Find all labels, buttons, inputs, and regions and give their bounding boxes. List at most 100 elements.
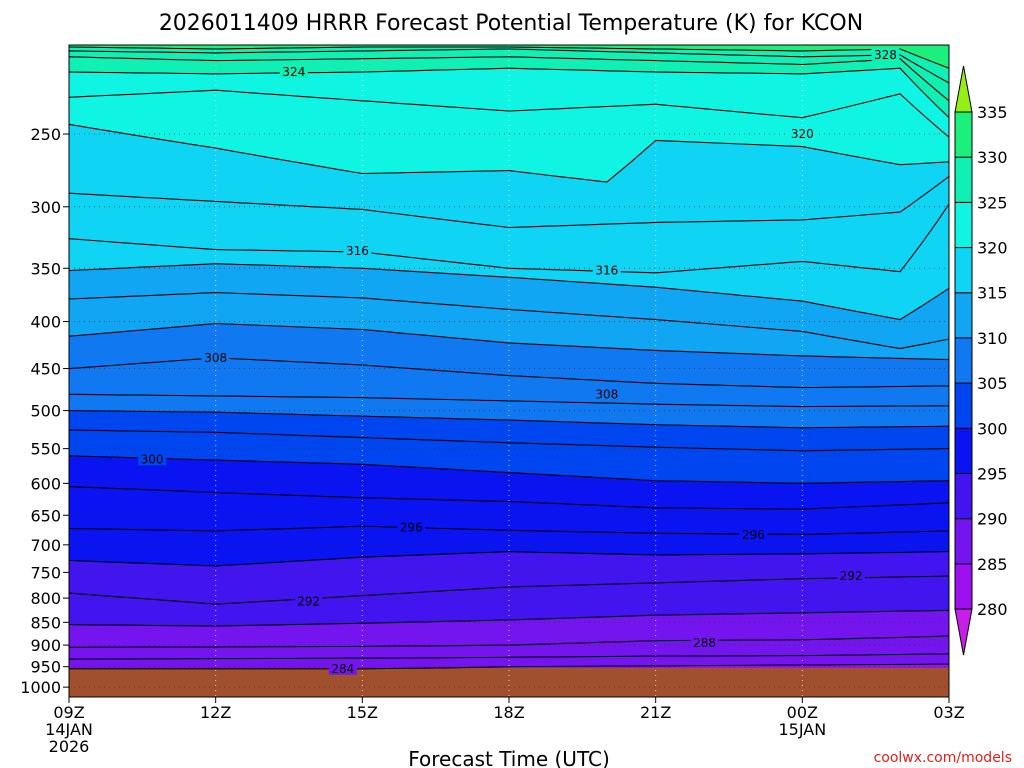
- contour-layer: [68, 46, 950, 670]
- y-axis: 250 300 350 400 450 500 550 600 650 700 750 800 850 9…: [20, 125, 69, 697]
- contour-label-text: 296: [400, 520, 423, 534]
- contour-label-bg: [592, 387, 621, 401]
- contour-line-316: [68, 203, 950, 274]
- contour-line-326: [68, 56, 950, 102]
- contour-line-290: [68, 609, 950, 627]
- colorbar-swatch: [954, 247, 973, 294]
- colorbar-label: 280: [977, 600, 1008, 619]
- contour-label-text: 316: [595, 264, 618, 278]
- contour-label: 328: [871, 47, 900, 62]
- y-tick-label: 550: [30, 440, 61, 459]
- x-tick-label: 03Z: [933, 703, 964, 722]
- contour-line-324: [68, 67, 950, 119]
- contour-label-bg: [592, 263, 621, 277]
- colorbar-swatch: [954, 156, 973, 203]
- colorbar-label: 315: [977, 284, 1008, 303]
- colorbar-label: 295: [977, 464, 1008, 483]
- colorbar-label: 325: [977, 193, 1008, 212]
- contour-label-text: 296: [742, 528, 765, 542]
- y-tick-label: 800: [30, 589, 61, 608]
- contour-line-302: [68, 429, 950, 452]
- colorbar-label: 300: [977, 419, 1008, 438]
- colorbar-swatch: [954, 292, 973, 339]
- contour-line-288: [69, 635, 950, 648]
- x-tick-label: 15JAN: [778, 720, 826, 739]
- y-tick-label: 850: [30, 613, 61, 632]
- contour-line-300: [68, 455, 950, 484]
- contour-label-text: 316: [346, 244, 369, 258]
- contour-label-bg: [397, 520, 426, 534]
- contour-label: 324: [279, 64, 308, 79]
- contour-label: 316: [592, 263, 621, 278]
- contour-line-304: [68, 410, 950, 429]
- contour-label-text: 292: [297, 595, 320, 609]
- contour-line-292: [68, 575, 950, 605]
- contour-label-bg: [294, 594, 323, 608]
- contour-label: 320: [788, 127, 817, 141]
- y-tick-label: 1000: [20, 678, 61, 697]
- y-tick-label: 950: [30, 658, 61, 677]
- contour-label-text: 288: [693, 636, 716, 650]
- colorbar-swatch: [954, 518, 973, 565]
- contour-label-text: 284: [331, 662, 354, 676]
- x-tick-label: 12Z: [200, 703, 231, 722]
- colorbar-label: 335: [977, 103, 1008, 122]
- contour-label-text: 328: [874, 48, 897, 62]
- contour-label: 308: [592, 387, 621, 401]
- contour-label-bg: [871, 47, 900, 61]
- y-tick-label: 250: [30, 125, 61, 144]
- colorbar-label: 290: [977, 510, 1008, 529]
- colorbar-label: 320: [977, 239, 1008, 258]
- contour-label: 292: [294, 594, 323, 609]
- contour-line-296: [68, 525, 950, 535]
- colorbar-swatch: [954, 563, 973, 610]
- surface-terrain: [69, 668, 949, 697]
- contour-label-text: 320: [791, 127, 814, 141]
- x-tick-label: 09Z: [53, 703, 84, 722]
- contour-label: 284: [328, 661, 357, 676]
- contour-label-bg: [279, 64, 308, 78]
- colorbar-swatch: [954, 382, 973, 429]
- contour-line-320: [68, 123, 950, 183]
- x-tick-label: 2026: [49, 737, 90, 756]
- x-tick-label: 18Z: [493, 703, 524, 722]
- y-tick-label: 700: [30, 536, 61, 555]
- chart-title: 2026011409 HRRR Forecast Potential Tempe…: [159, 11, 863, 36]
- contour-line-294: [68, 551, 950, 567]
- colorbar-label: 310: [977, 329, 1008, 348]
- y-tick-label: 400: [30, 313, 61, 332]
- colorbar-label: 305: [977, 374, 1008, 393]
- x-axis-label: Forecast Time (UTC): [408, 747, 610, 768]
- contour-line-318: [68, 175, 950, 229]
- x-tick-label: 00Z: [787, 703, 818, 722]
- contour-label-text: 308: [204, 351, 227, 365]
- contour-label-bg: [328, 661, 357, 675]
- contour-label-text: 308: [595, 387, 618, 401]
- y-tick-label: 600: [30, 474, 61, 493]
- colorbar: 280 285 290 295 300 305 310 315 320 325 330 335: [954, 65, 1008, 656]
- colorbar-high-arrow: [954, 65, 973, 113]
- y-tick-label: 750: [30, 563, 61, 582]
- contour-label: 300: [138, 452, 167, 466]
- contour-line-328: [68, 48, 950, 84]
- contour-label-bg: [837, 569, 866, 583]
- x-tick-label: 15Z: [347, 703, 378, 722]
- contour-line-286: [68, 653, 950, 660]
- colorbar-swatch: [954, 472, 973, 520]
- contour-label: 296: [397, 520, 426, 534]
- contour-label-bg: [788, 127, 817, 141]
- contour-label: 292: [837, 569, 866, 583]
- colorbar-label: 330: [977, 148, 1008, 167]
- contour-label-text: 292: [840, 569, 863, 583]
- contour-line-330: [68, 46, 950, 69]
- contour-label-bg: [138, 452, 167, 466]
- colorbar-label: 285: [977, 555, 1008, 574]
- contour-line-314: [68, 263, 950, 321]
- contour-label: 288: [690, 635, 719, 650]
- contour-label: 296: [739, 528, 768, 542]
- x-tick-label: 14JAN: [45, 720, 93, 739]
- colorbar-swatch: [954, 337, 973, 384]
- colorbar-swatch: [954, 111, 973, 158]
- contour-line-298: [68, 486, 950, 510]
